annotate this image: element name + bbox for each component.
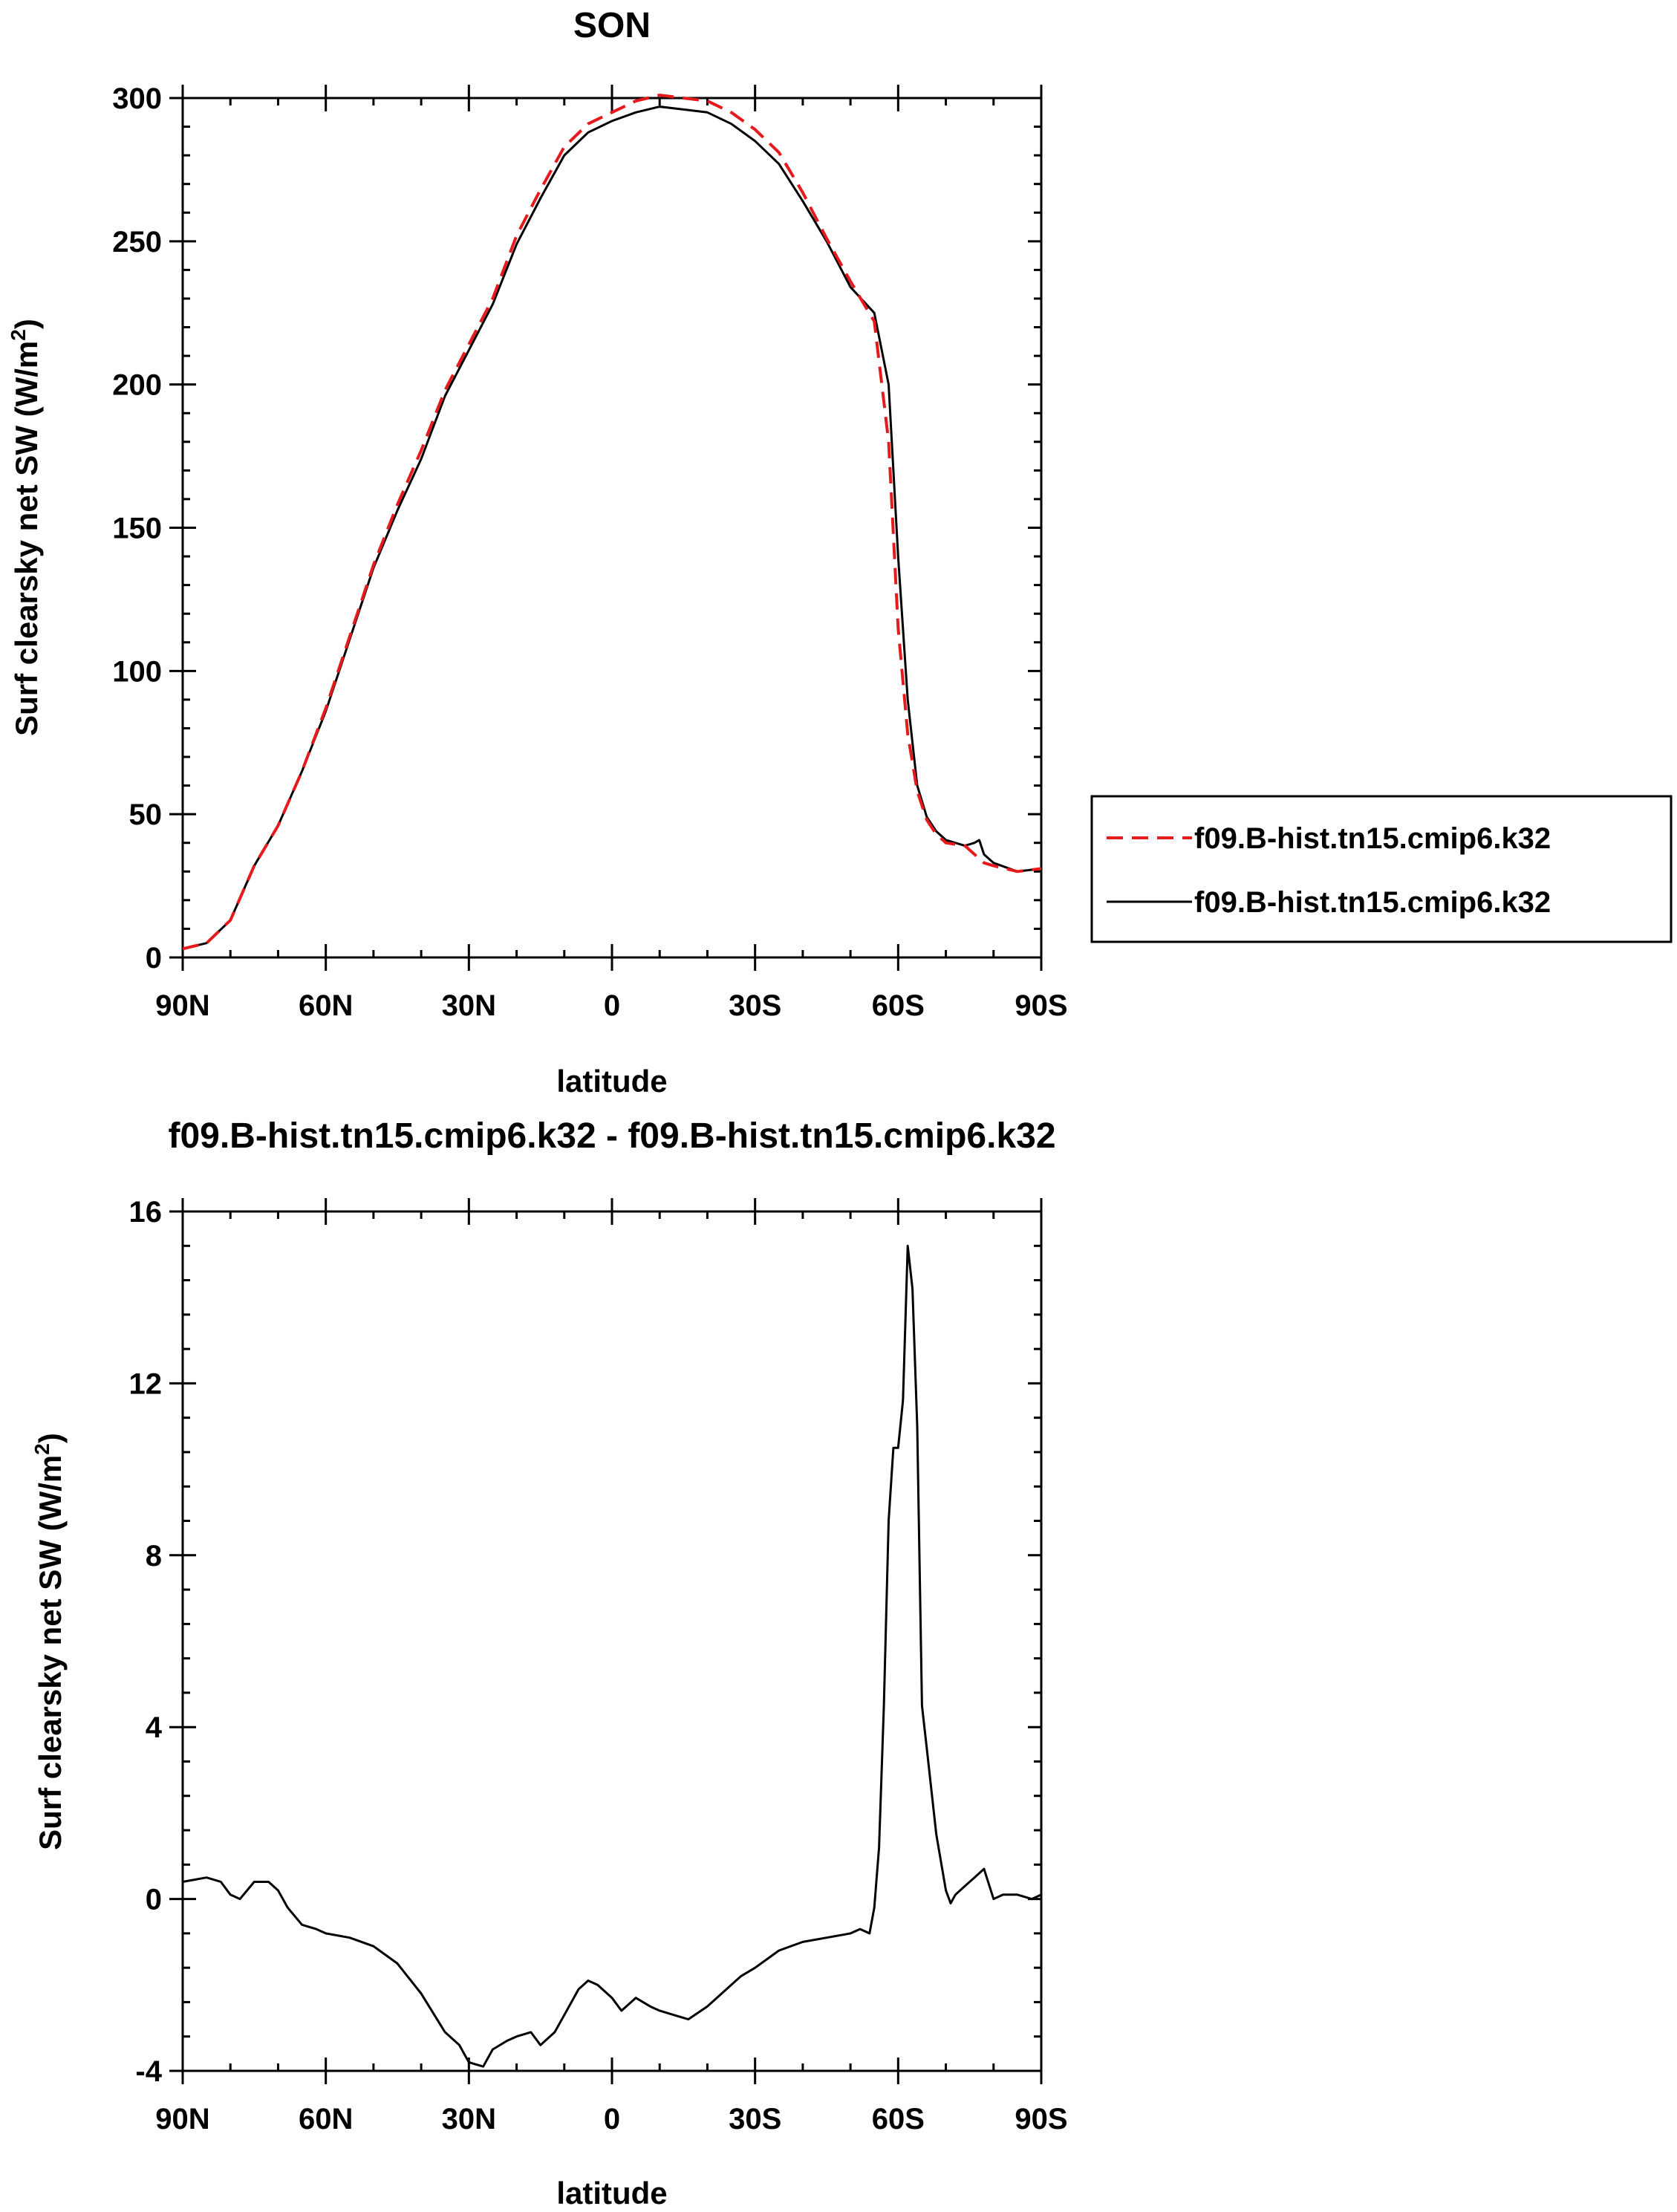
bottom-y-tick-label: 0: [146, 1884, 162, 1916]
top-x-tick-label: 30S: [729, 989, 781, 1022]
bottom-series-line-1: [182, 1244, 1042, 2068]
bottom-chart-title: f09.B-hist.tn15.cmip6.k32 - f09.B-hist.t…: [168, 1116, 1055, 1156]
bottom-x-tick-label: 90S: [1015, 2103, 1067, 2135]
bottom-x-axis-label: latitude: [556, 2176, 667, 2211]
top-series-line-1: [182, 94, 1042, 951]
bottom-y-tick-label: -4: [135, 2055, 162, 2088]
top-x-tick-label: 90N: [155, 989, 209, 1022]
bottom-x-tick-label: 30S: [729, 2103, 781, 2135]
top-y-tick-label: 250: [112, 226, 162, 258]
top-x-tick-label: 60S: [872, 989, 925, 1022]
bottom-panel: f09.B-hist.tn15.cmip6.k32 - f09.B-hist.t…: [30, 1116, 1068, 2211]
bottom-x-tick-label: 60S: [872, 2103, 925, 2135]
top-series-line-2: [182, 105, 1042, 950]
top-x-axis-label: latitude: [556, 1064, 667, 1099]
top-chart-title: SON: [573, 6, 651, 45]
bottom-x-tick-label: 30N: [442, 2103, 496, 2135]
top-x-axis: 90N 60N 30N 0 30S 60S 90S: [155, 85, 1068, 1022]
top-y-axis: 0 50 100 150 200 250 300: [112, 82, 1041, 975]
bottom-plot-frame: [181, 1210, 1043, 2072]
top-y-tick-label: 150: [112, 513, 162, 545]
top-plot-frame: [181, 97, 1043, 959]
bottom-y-tick-label: 4: [146, 1711, 163, 1744]
top-y-tick-label: 50: [129, 798, 163, 831]
top-x-tick-label: 30N: [442, 989, 496, 1022]
bottom-y-axis-label-text: Surf clearsky net SW (W/m: [33, 1455, 68, 1850]
top-y-tick-label: 100: [112, 655, 162, 688]
bottom-x-axis: 90N 60N 30N 0 30S 60S 90S: [155, 1198, 1068, 2135]
top-x-tick-label: 90S: [1015, 989, 1067, 1022]
bottom-y-tick-label: 16: [129, 1196, 163, 1229]
top-x-tick-label: 0: [604, 989, 620, 1022]
top-y-tick-label: 200: [112, 369, 162, 402]
legend-box: [1090, 795, 1673, 943]
top-y-tick-label: 0: [146, 942, 162, 975]
bottom-series-group: [182, 1244, 1042, 2068]
top-y-tick-label: 300: [112, 82, 162, 115]
legend-label-series-2: f09.B-hist.tn15.cmip6.k32: [1194, 886, 1551, 919]
legend-label-series-1: f09.B-hist.tn15.cmip6.k32: [1194, 822, 1551, 855]
legend: f09.B-hist.tn15.cmip6.k32 f09.B-hist.tn1…: [1090, 795, 1673, 943]
bottom-y-tick-label: 12: [129, 1367, 163, 1400]
bottom-y-axis-label-sup: 2: [30, 1443, 53, 1455]
top-y-axis-label-text: Surf clearsky net SW (W/m: [9, 341, 44, 736]
top-x-tick-label: 60N: [299, 989, 353, 1022]
bottom-y-tick-label: 8: [146, 1540, 162, 1572]
bottom-y-axis-label: Surf clearsky net SW (W/m2): [30, 1433, 68, 1850]
bottom-y-axis-label-close: ): [33, 1433, 68, 1443]
bottom-x-tick-label: 60N: [299, 2103, 353, 2135]
top-series-group: [182, 94, 1042, 951]
bottom-y-axis: -4 0 4 8 12 16: [129, 1196, 1041, 2088]
top-y-axis-label: Surf clearsky net SW (W/m2): [7, 319, 44, 736]
bottom-x-tick-label: 90N: [155, 2103, 209, 2135]
bottom-x-tick-label: 0: [604, 2103, 620, 2135]
top-y-axis-label-close: ): [9, 319, 44, 329]
top-y-axis-label-sup: 2: [7, 329, 30, 341]
